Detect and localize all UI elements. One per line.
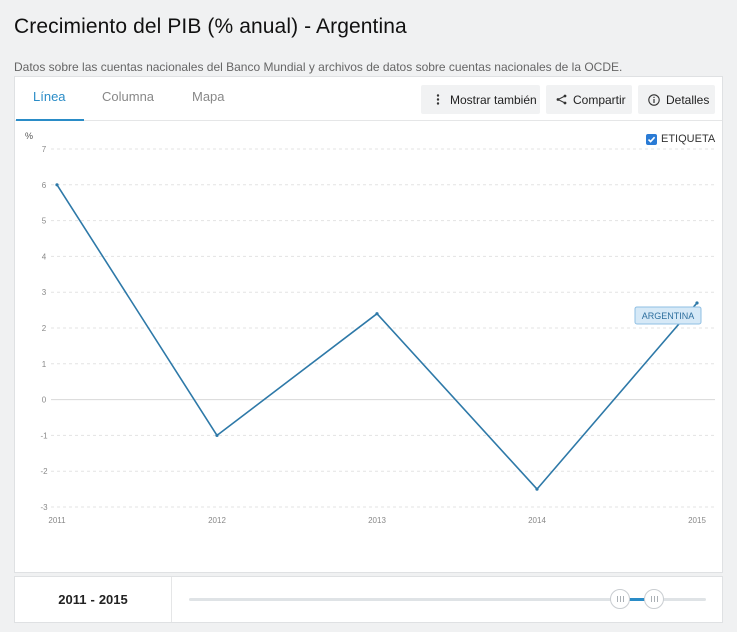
x-tick-label: 2014 xyxy=(528,516,546,525)
data-point xyxy=(695,301,699,305)
data-point xyxy=(535,487,539,491)
chart-card: Línea Columna Mapa Mostrar también Compa… xyxy=(14,76,723,573)
x-tick-label: 2015 xyxy=(688,516,706,525)
data-point xyxy=(375,312,379,316)
y-tick-label: -2 xyxy=(40,467,48,476)
range-separator: - xyxy=(90,592,95,607)
checkmark-icon xyxy=(647,136,656,143)
series-line xyxy=(56,184,698,490)
x-tick-label: 2012 xyxy=(208,516,226,525)
more-vertical-icon xyxy=(432,94,444,106)
x-tick-label: 2011 xyxy=(48,516,66,525)
data-point xyxy=(215,433,219,437)
label-checkbox[interactable] xyxy=(646,134,657,145)
active-tab-indicator xyxy=(16,119,84,121)
year-range-slider[interactable] xyxy=(189,598,706,601)
info-icon xyxy=(648,93,660,106)
series-label-box xyxy=(634,306,702,325)
slider-selected-range xyxy=(623,598,657,601)
show-also-button[interactable]: Mostrar también xyxy=(421,85,540,114)
details-label: Detalles xyxy=(666,92,710,107)
y-tick-label: -1 xyxy=(40,431,48,440)
y-tick-label: 7 xyxy=(42,145,47,154)
share-label: Compartir xyxy=(573,92,626,107)
details-button[interactable]: Detalles xyxy=(638,85,715,114)
tab-bar: Línea Columna Mapa Mostrar también Compa… xyxy=(15,77,722,121)
y-tick-label: 6 xyxy=(42,181,47,190)
x-tick-label: 2013 xyxy=(368,516,386,525)
page-subtitle: Datos sobre las cuentas nacionales del B… xyxy=(14,60,623,74)
tab-mapa[interactable]: Mapa xyxy=(192,89,225,104)
y-tick-label: 3 xyxy=(42,288,47,297)
tab-columna[interactable]: Columna xyxy=(102,89,155,104)
y-axis-unit-label: % xyxy=(25,131,33,141)
range-start: 2011 xyxy=(58,592,87,607)
range-footer: 2011 - 2015 xyxy=(14,576,723,623)
label-checkbox-text: ETIQUETA xyxy=(661,133,716,145)
y-tick-label: 1 xyxy=(42,360,47,369)
slider-handle-end[interactable] xyxy=(644,589,664,609)
show-also-label: Mostrar también xyxy=(450,92,537,107)
y-tick-label: -3 xyxy=(40,503,48,512)
y-tick-label: 5 xyxy=(42,217,47,226)
y-tick-label: 0 xyxy=(42,396,47,405)
share-icon xyxy=(555,94,567,106)
y-tick-label: 2 xyxy=(42,324,47,333)
tab-linea[interactable]: Línea xyxy=(33,89,66,104)
share-button[interactable]: Compartir xyxy=(546,85,632,114)
page-title: Crecimiento del PIB (% anual) - Argentin… xyxy=(14,15,407,38)
y-tick-label: 4 xyxy=(42,252,47,261)
range-end: 2015 xyxy=(98,592,128,607)
slider-handle-start[interactable] xyxy=(610,589,630,609)
year-range-label: 2011 - 2015 xyxy=(15,577,172,622)
series-label: ARGENTINA xyxy=(642,311,695,321)
data-point xyxy=(55,183,59,187)
